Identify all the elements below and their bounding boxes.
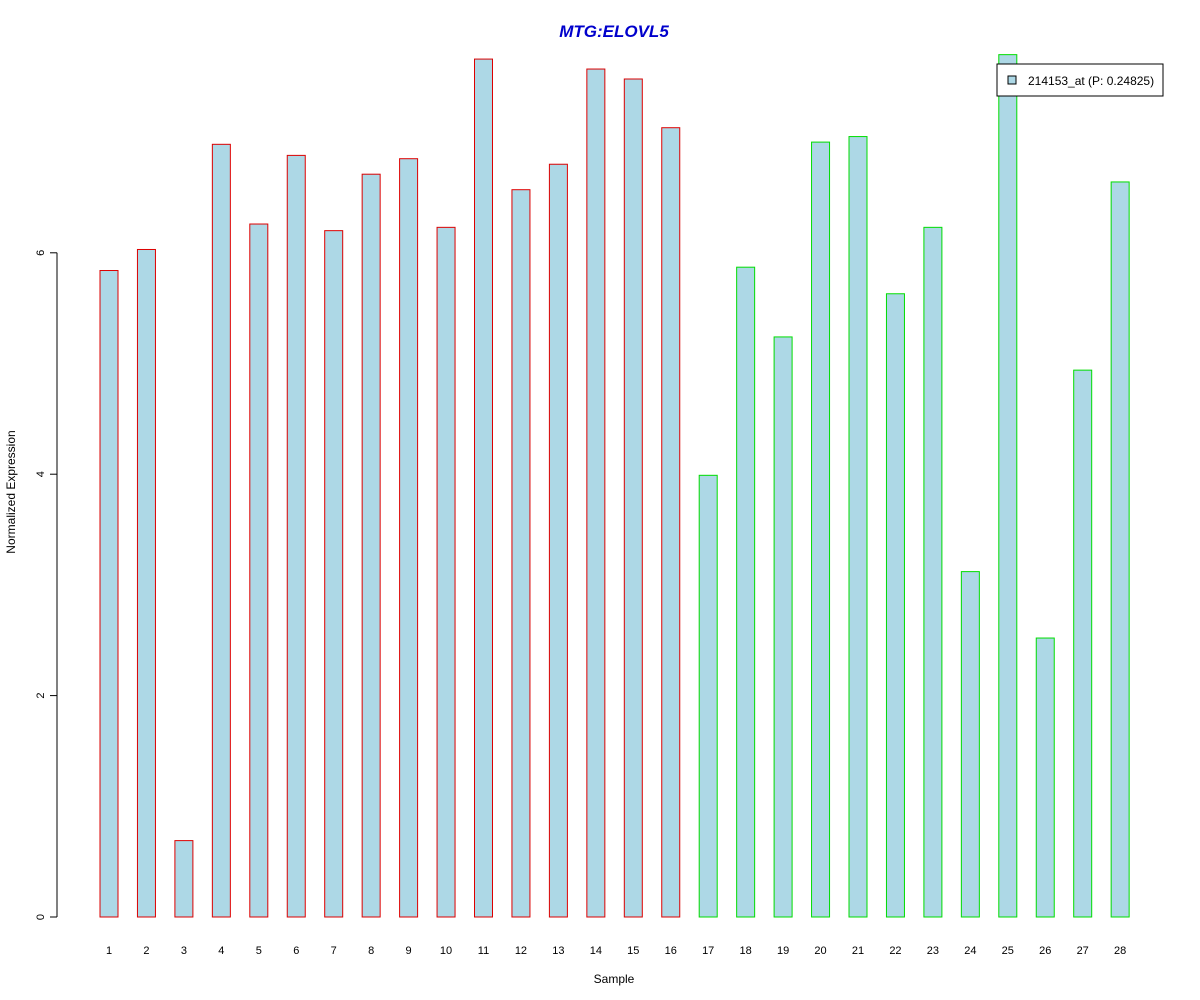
bar-sample-21 <box>848 136 868 918</box>
x-tick-label: 27 <box>1077 945 1089 957</box>
bar-sample-11 <box>474 58 493 918</box>
bar-sample-25 <box>998 54 1018 918</box>
x-axis-ticks: 1 2 3 4 5 6 7 8 9 10 11 12 13 14 15 16 17 18 19 20 21 22 23 24 2… <box>106 945 1126 957</box>
bar-sample-1 <box>99 270 119 918</box>
bar-sample-10 <box>436 226 456 918</box>
legend-swatch <box>1007 75 1017 85</box>
bar-sample-2 <box>136 248 156 918</box>
legend-box <box>996 63 1164 97</box>
bar-sample-28 <box>1110 181 1130 918</box>
bar-sample-5 <box>249 223 269 918</box>
bar-sample-3 <box>174 840 194 918</box>
x-tick-label: 25 <box>1002 945 1014 957</box>
x-tick-label: 24 <box>964 945 976 957</box>
x-tick-label: 18 <box>740 945 752 957</box>
x-tick-label: 14 <box>590 945 602 957</box>
bar-sample-19 <box>773 336 793 918</box>
bar-sample-17 <box>698 474 718 918</box>
x-tick-label: 9 <box>406 945 412 957</box>
bar-sample-7 <box>324 230 344 918</box>
bar-sample-26 <box>1035 637 1055 918</box>
x-tick-label: 2 <box>143 945 149 957</box>
x-tick-label: 20 <box>814 945 826 957</box>
bar-sample-14 <box>586 68 606 918</box>
legend-entry: 214153_at (P: 0.24825) <box>1028 74 1154 88</box>
x-tick-label: 16 <box>665 945 677 957</box>
bar-sample-24 <box>960 571 980 918</box>
x-tick-label: 15 <box>627 945 639 957</box>
x-tick-label: 22 <box>889 945 901 957</box>
bar-sample-12 <box>511 189 531 918</box>
x-tick-label: 6 <box>293 945 299 957</box>
x-tick-label: 26 <box>1039 945 1051 957</box>
bar-sample-13 <box>548 163 568 918</box>
y-axis-label: Normalized Expression <box>4 430 18 553</box>
x-tick-label: 12 <box>515 945 527 957</box>
bar-sample-22 <box>885 293 905 918</box>
x-axis-label: Sample <box>594 972 635 986</box>
x-tick-label: 13 <box>552 945 564 957</box>
y-tick-label: 6 <box>35 250 47 256</box>
x-tick-label: 11 <box>478 945 489 957</box>
x-tick-label: 28 <box>1114 945 1126 957</box>
y-tick-label: 0 <box>35 914 47 920</box>
bar-sample-18 <box>736 266 756 918</box>
x-tick-label: 17 <box>702 945 714 957</box>
bar-sample-16 <box>661 127 681 918</box>
x-tick-label: 8 <box>368 945 374 957</box>
y-axis: 0 2 4 6 <box>35 250 58 920</box>
bar-sample-20 <box>811 141 831 918</box>
y-tick-label: 4 <box>35 471 47 477</box>
x-tick-label: 7 <box>331 945 337 957</box>
y-tick-label: 2 <box>35 693 47 699</box>
bar-sample-4 <box>211 143 231 918</box>
x-tick-label: 19 <box>777 945 789 957</box>
chart-title: MTG:ELOVL5 <box>559 22 669 41</box>
x-tick-label: 3 <box>181 945 187 957</box>
bar-sample-23 <box>923 226 943 918</box>
bar-sample-6 <box>286 154 306 918</box>
x-tick-label: 10 <box>440 945 452 957</box>
x-tick-label: 5 <box>256 945 262 957</box>
x-tick-label: 1 <box>106 945 112 957</box>
bar-sample-27 <box>1073 369 1093 918</box>
bar-sample-9 <box>399 158 419 918</box>
x-tick-label: 4 <box>218 945 224 957</box>
x-tick-label: 23 <box>927 945 939 957</box>
legend: 214153_at (P: 0.24825) <box>996 63 1164 97</box>
x-tick-label: 21 <box>852 945 864 957</box>
bar-sample-15 <box>623 78 643 918</box>
bars <box>99 54 1130 918</box>
bar-sample-8 <box>361 173 381 918</box>
